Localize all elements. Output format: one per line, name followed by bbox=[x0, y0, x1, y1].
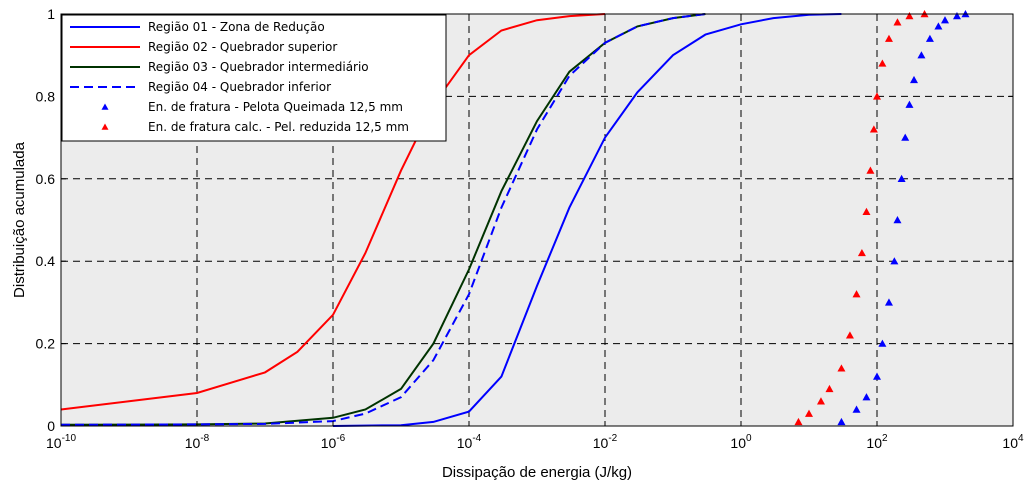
y-tick-label: 0.4 bbox=[36, 253, 56, 269]
legend-marker-swatch bbox=[101, 123, 109, 130]
series-1-regiao-01-zona-de-reducao bbox=[332, 13, 842, 427]
series-line bbox=[60, 13, 706, 426]
legend-item: En. de fratura calc. - Pel. reduzida 12,… bbox=[101, 120, 409, 134]
axis-ticks: 10-10 10-8 10-6 10-4 10-2 100 102 104 0 0.2 0.4 0.6… bbox=[36, 6, 1024, 451]
data-point bbox=[884, 298, 893, 306]
x-tick-label: 10-6 bbox=[321, 433, 346, 451]
data-point bbox=[884, 34, 893, 42]
legend-label: Região 04 - Quebrador inferior bbox=[148, 80, 331, 94]
legend-label: En. de fratura calc. - Pel. reduzida 12,… bbox=[148, 120, 409, 134]
data-point bbox=[878, 339, 887, 347]
series-2-regiao-02-quebrador-superior bbox=[60, 13, 606, 411]
legend-item: Região 04 - Quebrador inferior bbox=[70, 80, 331, 94]
legend-label: En. de fratura - Pelota Queimada 12,5 mm bbox=[148, 100, 403, 114]
x-tick-label: 10-10 bbox=[46, 433, 76, 451]
data-point bbox=[873, 92, 881, 100]
y-tick-label: 0 bbox=[47, 418, 55, 434]
y-tick-label: 1 bbox=[47, 6, 55, 22]
data-point bbox=[857, 248, 866, 257]
data-point bbox=[934, 22, 943, 30]
grid bbox=[61, 14, 1013, 426]
data-point bbox=[805, 409, 813, 417]
y-tick-label: 0.2 bbox=[36, 336, 56, 352]
data-point bbox=[816, 397, 825, 405]
data-point bbox=[893, 216, 902, 224]
legend-box bbox=[61, 14, 447, 142]
data-point bbox=[952, 12, 961, 20]
data-point bbox=[866, 166, 875, 174]
series-line bbox=[60, 13, 606, 411]
data-point bbox=[869, 125, 878, 133]
series-3-regiao-03-quebrador-intermediario bbox=[60, 13, 706, 426]
data-point bbox=[878, 59, 887, 67]
data-point bbox=[941, 16, 949, 24]
data-point bbox=[905, 100, 914, 108]
data-point bbox=[893, 18, 902, 26]
data-point bbox=[852, 405, 861, 413]
x-tick-label: 100 bbox=[730, 433, 752, 451]
data-point bbox=[852, 290, 861, 298]
x-tick-label: 10-2 bbox=[593, 433, 618, 451]
data-point bbox=[901, 133, 910, 141]
data-point bbox=[917, 51, 926, 59]
data-point bbox=[890, 257, 899, 265]
legend-item: Região 03 - Quebrador intermediário bbox=[70, 60, 369, 74]
legend-item: Região 01 - Zona de Redução bbox=[70, 20, 325, 34]
series-6-en-de-fratura-calc-pel-reduzida-12-5-mm bbox=[794, 10, 929, 426]
series-line bbox=[332, 13, 842, 427]
x-axis-label: Dissipação de energia (J/kg) bbox=[442, 464, 632, 481]
legend: Região 01 - Zona de Redução Região 02 - Q… bbox=[61, 14, 447, 142]
x-tick-label: 10-4 bbox=[457, 433, 482, 451]
x-tick-label: 102 bbox=[866, 433, 888, 451]
data-point bbox=[862, 207, 871, 215]
legend-marker-swatch bbox=[101, 103, 109, 110]
data-point bbox=[897, 174, 906, 182]
data-point bbox=[862, 393, 871, 401]
data-point bbox=[905, 12, 914, 20]
data-point bbox=[825, 384, 834, 393]
legend-label: Região 01 - Zona de Redução bbox=[148, 20, 325, 34]
legend-item: Região 02 - Quebrador superior bbox=[70, 40, 337, 54]
y-axis-label: Distribuição acumulada bbox=[11, 141, 28, 298]
series-4-regiao-04-quebrador-inferior bbox=[60, 13, 706, 426]
series-line bbox=[60, 13, 706, 426]
legend-label: Região 03 - Quebrador intermediário bbox=[148, 60, 369, 74]
data-point bbox=[845, 331, 854, 339]
data-point bbox=[837, 417, 846, 426]
legend-label: Região 02 - Quebrador superior bbox=[148, 40, 337, 54]
y-tick-label: 0.8 bbox=[36, 88, 56, 104]
x-tick-label: 104 bbox=[1002, 433, 1024, 451]
series-layer bbox=[60, 10, 970, 427]
data-point bbox=[925, 34, 934, 42]
series-5-en-de-fratura-pelota-queimada-12-5-mm bbox=[837, 10, 970, 426]
y-tick-label: 0.6 bbox=[36, 171, 56, 187]
x-tick-label: 10-8 bbox=[185, 433, 210, 451]
data-point bbox=[794, 417, 803, 426]
legend-item: En. de fratura - Pelota Queimada 12,5 mm bbox=[101, 100, 403, 114]
data-point bbox=[909, 75, 918, 84]
data-point bbox=[837, 364, 846, 372]
data-point bbox=[873, 372, 881, 380]
plot-frame bbox=[60, 13, 1014, 427]
